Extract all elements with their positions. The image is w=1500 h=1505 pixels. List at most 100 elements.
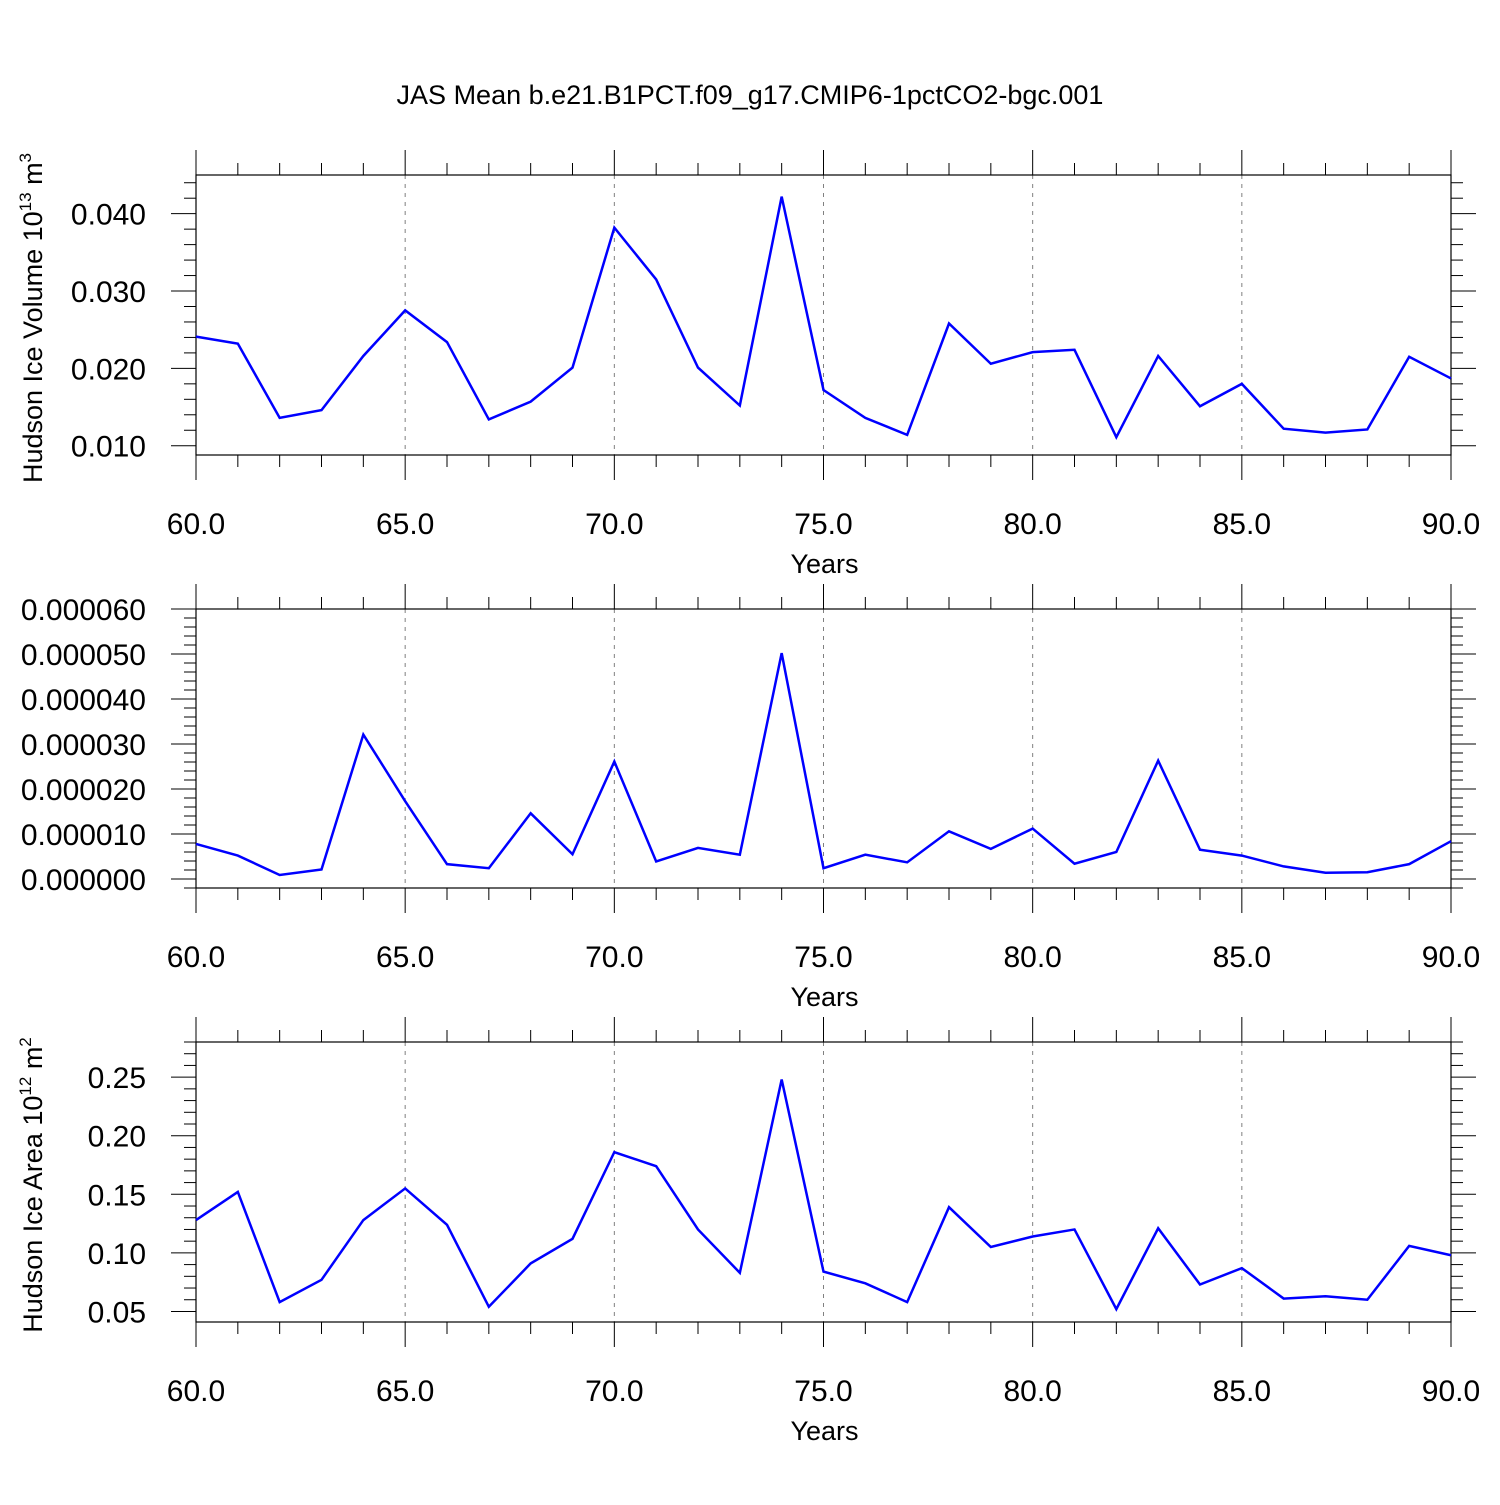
panel-3-x-tick-label: 75.0	[794, 1375, 852, 1408]
panel-2-y-tick-label: 0.000040	[21, 684, 146, 717]
panel-1-x-tick-label: 75.0	[794, 508, 852, 541]
panel-1-data-point	[404, 309, 406, 311]
panel-2-data-point	[739, 854, 741, 856]
panel-1-data-point	[780, 195, 782, 197]
panel-3-data-point	[529, 1262, 531, 1264]
panel-1-data-point	[1115, 436, 1117, 438]
panel-1-y-tick-label: 0.020	[71, 353, 146, 386]
panel-3-data-point	[446, 1224, 448, 1226]
panel-3-x-tick-label: 60.0	[167, 1375, 225, 1408]
panel-2-data-point	[1031, 827, 1033, 829]
panel-2-data-point	[1450, 840, 1452, 842]
panel-2-data-point	[906, 861, 908, 863]
panel-1-x-axis-label: Years	[790, 549, 858, 579]
panel-2-data-point	[320, 868, 322, 870]
panel-2-data-point	[822, 867, 824, 869]
panel-2-data-point	[1199, 849, 1201, 851]
panel-2-data-point	[362, 733, 364, 735]
panel-2-data-point	[446, 863, 448, 865]
panel-2-data-point	[571, 853, 573, 855]
panel-3-data-point	[780, 1078, 782, 1080]
panel-3-x-axis-label: Years	[790, 1416, 858, 1446]
panel-3-data-point	[1199, 1283, 1201, 1285]
panel-3-x-tick-label: 65.0	[376, 1375, 434, 1408]
panel-2-data-point	[488, 867, 490, 869]
panel-1-data-point	[278, 417, 280, 419]
panel-1-x-tick-label: 65.0	[376, 508, 434, 541]
panel-2-data-point	[237, 854, 239, 856]
panel-3-y-tick-label: 0.15	[88, 1179, 146, 1212]
panel-3-data-point	[1031, 1235, 1033, 1237]
panel-3-data-point	[697, 1228, 699, 1230]
panel-1-x-tick-label: 70.0	[585, 508, 643, 541]
panel-2-data-point	[1157, 759, 1159, 761]
panel-3-data-point	[906, 1301, 908, 1303]
panel-1-data-point	[613, 226, 615, 228]
panel-1-y-axis-label: Hudson Ice Volume 1013 m3	[16, 153, 48, 483]
panel-2-x-tick-label: 65.0	[376, 941, 434, 974]
panel-2-data-point	[697, 847, 699, 849]
panel-2-data-point	[404, 800, 406, 802]
panel-1-data-point	[1282, 428, 1284, 430]
panel-1-data-point	[1073, 349, 1075, 351]
panel-2-y-tick-label: 0.000020	[21, 774, 146, 807]
panel-2-data-point	[613, 760, 615, 762]
panel-2-x-axis-label: Years	[790, 982, 858, 1012]
panel-3-data-point	[864, 1282, 866, 1284]
panel-3-data-point	[1073, 1228, 1075, 1230]
panel-2-data-point	[655, 860, 657, 862]
chart-title: JAS Mean b.e21.B1PCT.f09_g17.CMIP6-1pctC…	[397, 80, 1104, 110]
panel-2-data-point	[529, 812, 531, 814]
panel-3-y-tick-label: 0.10	[88, 1238, 146, 1271]
panel-3-data-point	[1282, 1297, 1284, 1299]
panel-1: 60.0 65.0 70.0 75.0 80.0 85.0 90.0 0.010 0.020 0.…	[16, 150, 1480, 579]
panel-2-data-point	[1073, 863, 1075, 865]
panel-2: 60.0 65.0 70.0 75.0 80.0 85.0 90.0 0.000000 0.00…	[21, 584, 1480, 1012]
panel-3-data-point	[404, 1187, 406, 1189]
panel-3-x-tick-label: 80.0	[1003, 1375, 1061, 1408]
panel-1-data-point	[195, 335, 197, 337]
panel-3-data-point	[1366, 1299, 1368, 1301]
panel-1-data-point	[1031, 351, 1033, 353]
panel-2-data-point	[1115, 851, 1117, 853]
panel-3-data-point	[278, 1301, 280, 1303]
panel-3-x-tick-label: 70.0	[585, 1375, 643, 1408]
panel-1-data-point	[697, 366, 699, 368]
panel-3-series-line	[195, 1079, 1452, 1312]
panel-2-y-tick-label: 0.000030	[21, 729, 146, 762]
panel-3-data-point	[990, 1246, 992, 1248]
panel-3-data-point	[237, 1191, 239, 1193]
panel-1-data-point	[446, 341, 448, 343]
panel-1-x-tick-label: 85.0	[1213, 508, 1271, 541]
panel-2-data-point	[948, 830, 950, 832]
panel-1-data-point	[1366, 428, 1368, 430]
panel-1-data-point	[655, 278, 657, 280]
panel-1-x-tick-label: 60.0	[167, 508, 225, 541]
panel-1-y-tick-label: 0.010	[71, 431, 146, 464]
panel-2-y-tick-label: 0.000000	[21, 864, 146, 897]
panel-3-data-point	[1157, 1227, 1159, 1229]
panel-1-data-point	[864, 417, 866, 419]
panel-2-data-point	[990, 848, 992, 850]
panel-1-series-line	[195, 196, 1452, 441]
panel-1-data-point	[488, 418, 490, 420]
panel-1-data-point	[739, 404, 741, 406]
panel-3-data-point	[1241, 1267, 1243, 1269]
panel-3-data-point	[655, 1165, 657, 1167]
panel-2-y-tick-label: 0.000010	[21, 819, 146, 852]
panel-3-data-point	[362, 1219, 364, 1221]
panel-2-y-tick-label: 0.000050	[21, 639, 146, 672]
panel-1-y-tick-label: 0.040	[71, 199, 146, 232]
panel-1-x-tick-label: 80.0	[1003, 508, 1061, 541]
panel-2-data-point	[1408, 863, 1410, 865]
panel-3-data-point	[1324, 1295, 1326, 1297]
panel-3-y-axis-label: Hudson Ice Area 1012 m2	[16, 1037, 48, 1333]
panel-3-y-tick-label: 0.05	[88, 1296, 146, 1329]
panel-3-data-point	[948, 1206, 950, 1208]
panel-1-data-point	[529, 400, 531, 402]
panel-2-x-tick-label: 80.0	[1003, 941, 1061, 974]
panel-1-data-point	[1241, 383, 1243, 385]
panel-1-x-tick-label: 90.0	[1422, 508, 1480, 541]
